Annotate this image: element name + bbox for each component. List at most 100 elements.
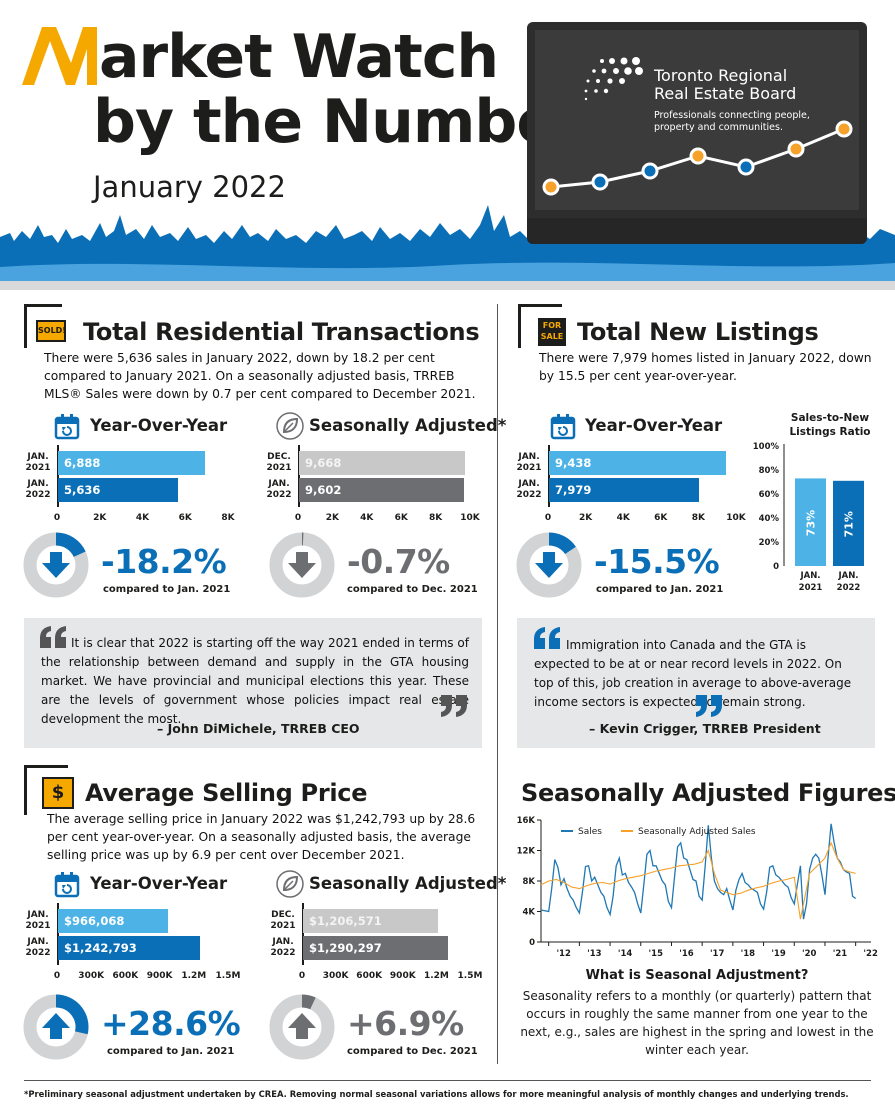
bar-1: 7,979 bbox=[549, 478, 699, 502]
axis-tick-label: 300K bbox=[78, 971, 105, 981]
seasonal-x-tick: '17 bbox=[710, 949, 725, 959]
seasonal-x-tick: '18 bbox=[741, 949, 756, 959]
bar-row-label: JAN. bbox=[518, 479, 540, 489]
axis-tick-label: 1.5M bbox=[457, 971, 483, 981]
transactions-yoy-panel: Year-Over-Year JAN. 2021 6,888 JAN. 2022 5,63… bbox=[0, 410, 250, 610]
seasonal-x-tick: '13 bbox=[587, 949, 602, 959]
bar-row-label: 2022 bbox=[25, 490, 51, 500]
seasonal-x-tick: '19 bbox=[771, 949, 786, 959]
axis-tick-label: 2K bbox=[578, 513, 593, 523]
bar-row-label: 2021 bbox=[266, 463, 292, 473]
price-text: The average selling price in January 202… bbox=[47, 812, 476, 862]
axis-tick-label: 8K bbox=[428, 513, 443, 523]
compared-label: compared to Dec. 2021 bbox=[347, 1046, 478, 1057]
seasonal-title: Seasonally Adjusted Figures bbox=[521, 779, 895, 807]
open-quote-icon bbox=[534, 627, 562, 653]
dollar-sign: $ bbox=[42, 777, 74, 809]
logo-line1: Toronto Regional bbox=[654, 66, 788, 85]
bar-axis-line bbox=[548, 445, 550, 507]
donut-arc bbox=[301, 994, 316, 1010]
sign-post-for-sale-icon: FOR SALE bbox=[518, 304, 568, 348]
donut-arc bbox=[548, 532, 576, 555]
bar-row-label: JAN. bbox=[27, 937, 49, 947]
price-sa-panel: Seasonally Adjusted* DEC. 2021 $1,206,571 J… bbox=[0, 868, 506, 1068]
seasonal-x-tick: '15 bbox=[649, 949, 664, 959]
axis-tick-label: 1.2M bbox=[423, 971, 449, 981]
axis-tick-label: 2K bbox=[93, 513, 107, 523]
percent-donut bbox=[269, 532, 335, 598]
logo-tagline: Professionals connecting people, propert… bbox=[654, 110, 810, 133]
ratio-y-tick: 80% bbox=[759, 466, 780, 476]
monitor-frame bbox=[527, 22, 867, 244]
bar-row-label: JAN. bbox=[27, 452, 49, 462]
sold-sign: SOLD! bbox=[36, 320, 66, 342]
down-arrow-icon bbox=[42, 552, 70, 578]
bar-row-label: 2022 bbox=[25, 948, 51, 958]
sa-heading: Seasonally Adjusted* bbox=[309, 416, 507, 435]
bar-row-label: 2022 bbox=[270, 948, 296, 958]
title-line1: arket Watch bbox=[99, 22, 499, 92]
bar-axis-line bbox=[57, 903, 59, 965]
trreb-logo-icon bbox=[584, 57, 643, 101]
donut-track bbox=[516, 532, 582, 598]
bar-axis-line bbox=[302, 903, 304, 965]
donut-track bbox=[269, 994, 335, 1060]
donut-track bbox=[23, 994, 89, 1060]
listings-text: There were 7,979 homes listed in January… bbox=[539, 351, 872, 383]
percent-change: -0.7% bbox=[347, 542, 450, 581]
percent-donut bbox=[269, 994, 335, 1060]
axis-tick-label: 1.5M bbox=[215, 971, 241, 981]
ratio-title-line1: Sales-to-New bbox=[790, 412, 870, 424]
logo-line2: Real Estate Board bbox=[654, 84, 797, 103]
legend-sa-label: Seasonally Adjusted Sales bbox=[638, 827, 756, 837]
axis-tick-label: 1.2M bbox=[181, 971, 207, 981]
ratio-y-tick: 40% bbox=[759, 514, 780, 524]
skyline-graphic bbox=[0, 205, 895, 290]
monitor-screen bbox=[535, 30, 859, 210]
seasonal-y-tick: 16K bbox=[517, 816, 536, 826]
bar-row-label: DEC. bbox=[271, 910, 295, 920]
donut-track bbox=[269, 532, 335, 598]
bar-row-label: JAN. bbox=[27, 910, 49, 920]
calendar-icon bbox=[550, 414, 576, 444]
bar-row-label: 2021 bbox=[516, 463, 542, 473]
axis-tick-label: 900K bbox=[389, 971, 416, 981]
up-arrow-icon bbox=[288, 1013, 316, 1039]
ratio-x-label: 2021 bbox=[799, 583, 823, 593]
sign-post-sold-icon: SOLD! bbox=[24, 304, 66, 348]
quote-president-author: – Kevin Crigger, TRREB President bbox=[589, 721, 821, 736]
axis-tick-label: 300K bbox=[322, 971, 349, 981]
footer-divider bbox=[24, 1080, 871, 1081]
ratio-y-tick: 0 bbox=[773, 562, 779, 572]
seasonal-y-tick: 12K bbox=[517, 847, 536, 857]
leaf-icon bbox=[276, 870, 304, 902]
percent-donut bbox=[516, 532, 582, 598]
axis-tick-label: 10K bbox=[460, 513, 480, 523]
axis-tick-label: 6K bbox=[178, 513, 192, 523]
axis-tick-label: 6K bbox=[394, 513, 408, 523]
bar-row-label: JAN. bbox=[268, 479, 290, 489]
close-quote-icon bbox=[439, 695, 467, 721]
listings-yoy-heading: Year-Over-Year bbox=[585, 416, 723, 435]
monitor-bezel bbox=[527, 218, 867, 244]
leaf-icon bbox=[276, 412, 304, 444]
column-divider bbox=[497, 304, 498, 1064]
ratio-y-tick: 100% bbox=[753, 442, 780, 452]
price-sa-heading: Seasonally Adjusted* bbox=[309, 874, 507, 893]
ratio-y-tick: 60% bbox=[759, 490, 780, 500]
bar-row-label: JAN. bbox=[272, 937, 294, 947]
ratio-chart: 0 20% 40% 60% 80% 100% 73% JAN. 2021 71% JAN. 2022 bbox=[753, 442, 864, 593]
percent-change: +6.9% bbox=[347, 1004, 464, 1043]
sa-sales-line bbox=[540, 841, 856, 920]
bar-row-label: 2021 bbox=[270, 921, 296, 931]
axis-tick-label: 0 bbox=[53, 971, 61, 981]
axis-tick-label: 0 bbox=[544, 513, 552, 523]
bar-0: 9,438 bbox=[549, 451, 726, 475]
quote-box-ceo bbox=[24, 618, 482, 748]
ratio-y-tick: 20% bbox=[759, 538, 780, 548]
ratio-bar-value: 73% bbox=[805, 510, 818, 536]
seasonal-line-chart: 0 4K 8K 12K 16K '12 '13 '14 '15 '16 '17 '18 '19 '20 '2… bbox=[517, 816, 878, 959]
axis-tick-label: 900K bbox=[146, 971, 173, 981]
seasonal-x-tick: '14 bbox=[618, 949, 633, 959]
price-title: Average Selling Price bbox=[85, 779, 368, 807]
